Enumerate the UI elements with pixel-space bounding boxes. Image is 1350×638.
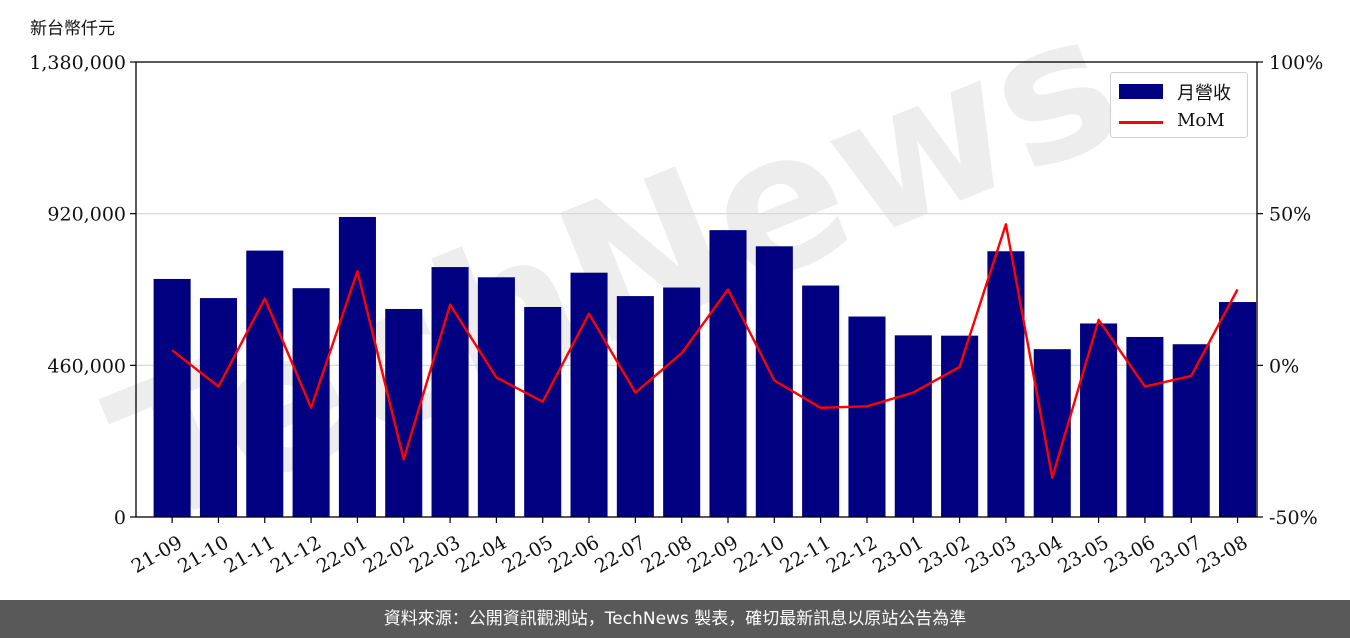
x-tick-label: 22-04	[452, 531, 510, 577]
x-tick-label: 22-09	[684, 531, 742, 577]
bar-22-07	[616, 296, 654, 517]
chart-legend: 月營收 MoM	[1110, 72, 1248, 138]
x-tick-label: 21-12	[267, 531, 325, 577]
bar-23-01	[894, 335, 932, 517]
x-tick-label: 23-02	[915, 531, 973, 577]
y2-tick-label: 50%	[1269, 204, 1311, 226]
x-tick-label: 22-01	[313, 531, 371, 577]
y-tick-label: 920,000	[47, 204, 126, 226]
bar-23-07	[1172, 344, 1210, 517]
y-tick-label: 0	[114, 507, 126, 529]
legend-item-mom: MoM	[1111, 106, 1247, 136]
x-tick-label: 23-08	[1193, 531, 1251, 577]
x-tick-label: 22-07	[591, 531, 649, 577]
x-tick-label: 22-03	[406, 531, 464, 577]
x-tick-label: 23-04	[1008, 531, 1066, 577]
bar-23-06	[1126, 336, 1164, 517]
legend-label-mom: MoM	[1177, 110, 1225, 131]
x-tick-label: 23-06	[1101, 531, 1159, 577]
bar-23-08	[1219, 302, 1257, 517]
y-tick-label: 460,000	[47, 355, 126, 377]
x-tick-label: 22-10	[730, 531, 788, 577]
x-tick-label: 22-12	[823, 531, 881, 577]
x-tick-label: 22-05	[498, 531, 556, 577]
x-tick-label: 23-01	[869, 531, 927, 577]
y-axis-unit-label: 新台幣仟元	[30, 19, 115, 39]
bar-22-06	[570, 272, 608, 517]
y2-tick-label: 0%	[1269, 355, 1299, 377]
plot-frame	[135, 61, 1258, 518]
x-tick-label: 23-03	[962, 531, 1020, 577]
source-footer: 資料來源：公開資訊觀測站，TechNews 製表，確切最新訊息以原站公告為準	[0, 600, 1350, 638]
bar-21-12	[292, 288, 330, 517]
line-series-mom	[171, 223, 1239, 479]
bar-21-09	[153, 278, 191, 517]
legend-item-revenue: 月營收	[1111, 75, 1247, 105]
bar-22-04	[477, 277, 515, 517]
bar-22-09	[709, 230, 747, 518]
y-tick-label: 1,380,000	[29, 52, 126, 74]
bar-series-monthly-revenue	[153, 216, 1257, 518]
x-tick-label: 22-06	[545, 531, 603, 577]
x-tick-label: 23-07	[1147, 531, 1205, 577]
bar-22-05	[524, 306, 562, 517]
x-tick-label: 22-02	[359, 531, 417, 577]
axes	[130, 61, 1263, 523]
legend-swatch-mom	[1119, 121, 1163, 124]
x-tick-label: 22-08	[637, 531, 695, 577]
x-tick-label: 23-05	[1054, 531, 1112, 577]
bar-23-05	[1080, 323, 1118, 517]
bar-21-10	[199, 298, 237, 517]
legend-label-revenue: 月營收	[1177, 83, 1231, 104]
mom-line	[171, 223, 1239, 479]
y2-tick-label: 100%	[1269, 52, 1323, 74]
revenue-chart: TechNews 0460,000920,0001,380,000-50%0%5…	[29, 0, 1323, 578]
legend-swatch-revenue	[1119, 84, 1163, 99]
bar-22-08	[663, 287, 701, 517]
bar-23-02	[941, 335, 979, 517]
bar-22-01	[338, 216, 376, 517]
y2-tick-label: -50%	[1269, 507, 1318, 529]
bar-21-11	[246, 250, 284, 517]
bar-22-12	[848, 316, 886, 517]
x-tick-label: 22-11	[776, 531, 834, 577]
